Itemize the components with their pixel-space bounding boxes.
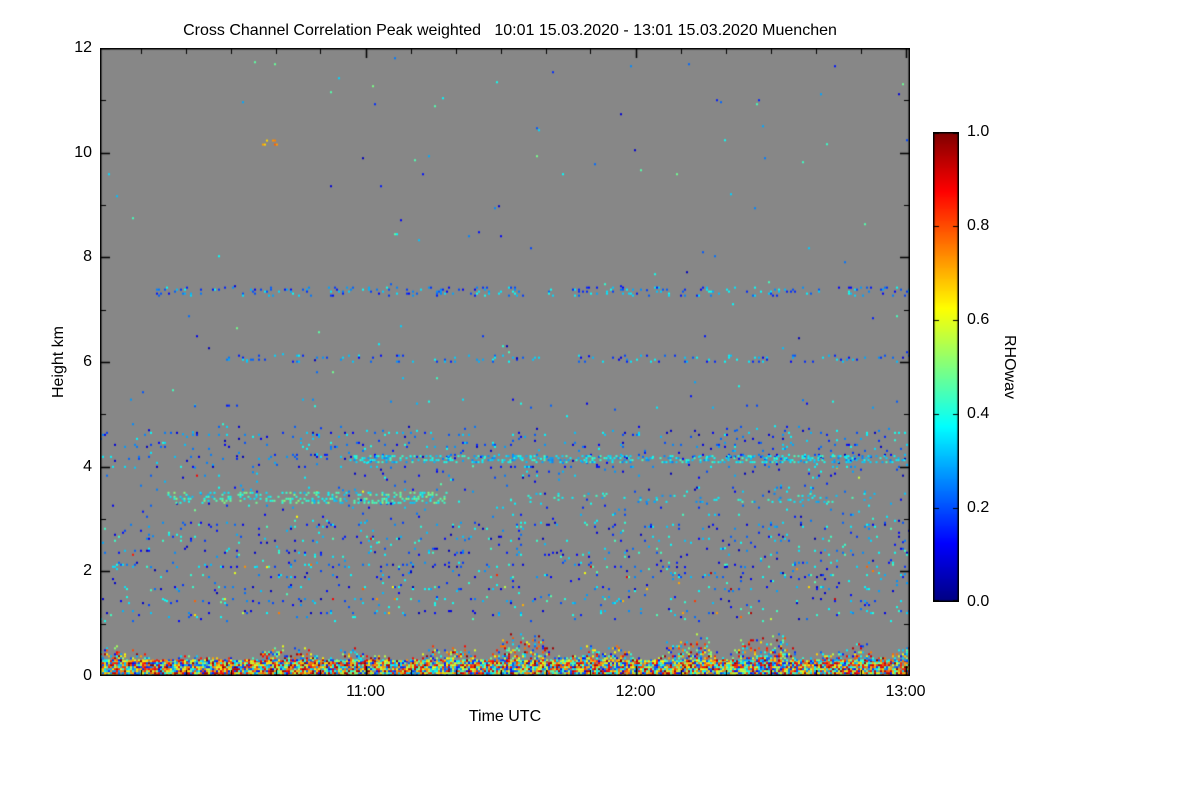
colorbar-tick-label: 0.4 bbox=[967, 405, 990, 422]
colorbar-tick-label: 0.6 bbox=[967, 311, 990, 328]
colorbar-label: RHOwav bbox=[1001, 334, 1018, 399]
y-tick-label: 10 bbox=[74, 143, 92, 161]
x-tick-label: 12:00 bbox=[615, 683, 656, 700]
colorbar-tick-label: 0.8 bbox=[967, 217, 990, 234]
colorbar-tick-label: 0.2 bbox=[967, 499, 990, 516]
x-tick-label: 11:00 bbox=[346, 683, 385, 700]
y-tick-label: 4 bbox=[83, 457, 92, 475]
colorbar-tick-label: 1.0 bbox=[967, 123, 990, 140]
colorbar-tick-label: 0.0 bbox=[967, 593, 990, 610]
y-tick-label: 0 bbox=[83, 667, 92, 684]
chart-title: Cross Channel Correlation Peak weighted … bbox=[183, 22, 837, 39]
x-axis-label: Time UTC bbox=[468, 708, 542, 725]
heatmap-plot-area bbox=[100, 48, 910, 676]
y-tick-label: 8 bbox=[83, 248, 92, 266]
y-tick-label: 6 bbox=[83, 353, 92, 370]
y-tick-label: 2 bbox=[83, 562, 92, 580]
x-tick-label: 13:00 bbox=[885, 683, 926, 700]
y-tick-label: 12 bbox=[74, 39, 92, 56]
colorbar bbox=[933, 132, 959, 602]
